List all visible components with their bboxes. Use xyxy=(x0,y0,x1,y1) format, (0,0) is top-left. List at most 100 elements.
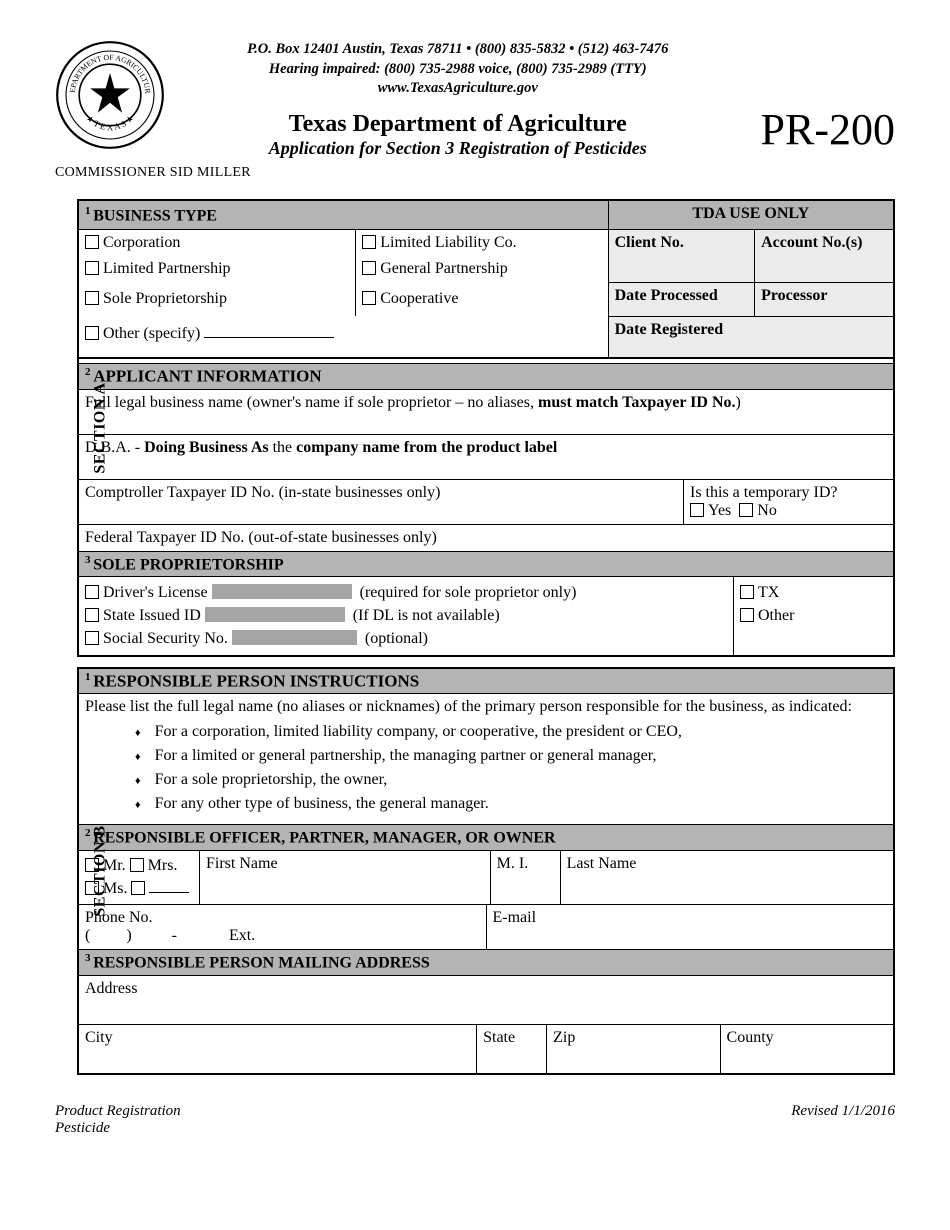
tda-date-processed: Date Processed xyxy=(615,287,718,304)
business-type-table: 1 BUSINESS TYPE TDA USE ONLY Corporation… xyxy=(79,201,893,358)
city-field[interactable]: City xyxy=(79,1025,476,1073)
instr-intro: Please list the full legal name (no alia… xyxy=(85,698,852,715)
checkbox-ssn[interactable] xyxy=(85,631,99,645)
section-b-label: SECTION B xyxy=(92,825,110,916)
city-label: City xyxy=(85,1029,113,1046)
phone-open: ( xyxy=(85,927,90,944)
sole-prop-header: 3 SOLE PROPRIETORSHIP xyxy=(79,552,893,577)
legal-name-pre: Full legal business name (owner's name i… xyxy=(85,394,538,411)
phone-close: ) xyxy=(126,927,131,944)
phone-dash: - xyxy=(172,927,177,944)
header-text-block: P.O. Box 12401 Austin, Texas 78711 • (80… xyxy=(185,40,731,159)
application-title: Application for Section 3 Registration o… xyxy=(185,138,731,159)
mail-header-text: RESPONSIBLE PERSON MAILING ADDRESS xyxy=(93,955,430,972)
last-name-field[interactable]: Last Name xyxy=(560,851,893,905)
contact-row: Phone No. ( ) - Ext. E-mail xyxy=(79,905,893,950)
section-a-label: SECTION A xyxy=(92,382,110,473)
email-field[interactable]: E-mail xyxy=(486,905,894,949)
dba-bold2: company name from the product label xyxy=(296,439,557,456)
bullet-2: For a limited or general partnership, th… xyxy=(135,744,887,768)
phone-field[interactable]: Phone No. ( ) - Ext. xyxy=(79,905,486,949)
contact-hearing: Hearing impaired: (800) 735-2988 voice, … xyxy=(185,60,731,80)
page: DEPARTMENT OF AGRICULTURE ★ T E X A S ★ … xyxy=(0,0,950,1167)
comptroller-field[interactable]: Comptroller Taxpayer ID No. (in-state bu… xyxy=(79,480,683,524)
footer-left-2: Pesticide xyxy=(55,1120,110,1136)
bullet-1: For a corporation, limited liability com… xyxy=(135,720,887,744)
commissioner-name: COMMISSIONER SID MILLER xyxy=(55,165,895,181)
checkbox-state-id[interactable] xyxy=(85,608,99,622)
checkbox-temp-no[interactable] xyxy=(739,503,753,517)
checkbox-dl[interactable] xyxy=(85,585,99,599)
state-id-note: (If DL is not available) xyxy=(353,607,500,624)
opt-sole: Sole Proprietorship xyxy=(103,290,227,307)
tda-account-nos: Account No.(s) xyxy=(761,234,862,251)
mi-field[interactable]: M. I. xyxy=(490,851,560,905)
county-field[interactable]: County xyxy=(720,1025,893,1073)
section-b-box: 1 RESPONSIBLE PERSON INSTRUCTIONS Please… xyxy=(77,667,895,1075)
checkbox-sole[interactable] xyxy=(85,291,99,305)
checkbox-other-state[interactable] xyxy=(740,608,754,622)
email-label: E-mail xyxy=(493,909,537,926)
ssn-label: Social Security No. xyxy=(103,630,228,647)
checkbox-gp[interactable] xyxy=(362,261,376,275)
opt-coop: Cooperative xyxy=(380,290,458,307)
applicant-info-header: 2 APPLICANT INFORMATION xyxy=(79,364,893,390)
address-field[interactable]: Address xyxy=(79,976,893,1025)
opt-corp: Corporation xyxy=(103,234,180,251)
sole-prop-row: Driver's License (required for sole prop… xyxy=(79,577,893,655)
first-name-field[interactable]: First Name xyxy=(199,851,490,905)
ssn-note: (optional) xyxy=(365,630,428,647)
checkbox-blank[interactable] xyxy=(131,881,145,895)
opt-lp: Limited Partnership xyxy=(103,260,231,277)
bullet-3: For a sole proprietorship, the owner, xyxy=(135,768,887,792)
checkbox-tx[interactable] xyxy=(740,585,754,599)
officer-header: 2 RESPONSIBLE OFFICER, PARTNER, MANAGER,… xyxy=(79,825,893,850)
checkbox-other[interactable] xyxy=(85,326,99,340)
county-label: County xyxy=(727,1029,774,1046)
legal-name-post: ) xyxy=(736,394,741,411)
opt-other: Other (specify) xyxy=(103,325,200,342)
legal-name-bold: must match Taxpayer ID No. xyxy=(538,394,736,411)
footnote-1: 1 xyxy=(85,205,93,217)
zip-field[interactable]: Zip xyxy=(546,1025,719,1073)
checkbox-llc[interactable] xyxy=(362,235,376,249)
checkbox-mrs[interactable] xyxy=(130,858,144,872)
ssn-redact xyxy=(232,630,357,645)
dba-field[interactable]: D.B.A. - Doing Business As the company n… xyxy=(79,435,893,480)
checkbox-coop[interactable] xyxy=(362,291,376,305)
legal-name-field[interactable]: Full legal business name (owner's name i… xyxy=(79,390,893,435)
dl-label: Driver's License xyxy=(103,584,208,601)
instr-bullets: For a corporation, limited liability com… xyxy=(135,720,887,816)
business-type-header: BUSINESS TYPE xyxy=(93,207,217,224)
last-name-label: Last Name xyxy=(567,855,637,872)
temp-id-question: Is this a temporary ID? xyxy=(690,484,838,501)
footer-right: Revised 1/1/2016 xyxy=(791,1103,895,1137)
section-b-wrap: SECTION B 1 RESPONSIBLE PERSON INSTRUCTI… xyxy=(55,667,895,1075)
federal-id-label: Federal Taxpayer ID No. (out-of-state bu… xyxy=(85,529,437,546)
page-footer: Product Registration Pesticide Revised 1… xyxy=(55,1103,895,1137)
salutation-other-input[interactable] xyxy=(149,877,189,893)
name-row: Mr. Mrs. Ms. First Name M. I. Last Name xyxy=(79,851,893,906)
dl-redact xyxy=(212,584,352,599)
tda-processor: Processor xyxy=(761,287,827,304)
mi-label: M. I. xyxy=(497,855,529,872)
state-field[interactable]: State xyxy=(476,1025,546,1073)
resp-instr-header: 1 RESPONSIBLE PERSON INSTRUCTIONS xyxy=(79,669,893,695)
other-state-label: Other xyxy=(758,607,794,624)
checkbox-temp-yes[interactable] xyxy=(690,503,704,517)
form-code: PR-200 xyxy=(761,104,895,155)
phone-ext: Ext. xyxy=(229,927,255,944)
city-row: City State Zip County xyxy=(79,1025,893,1073)
bullet-4: For any other type of business, the gene… xyxy=(135,792,887,816)
checkbox-lp[interactable] xyxy=(85,261,99,275)
checkbox-corporation[interactable] xyxy=(85,235,99,249)
resp-instr-body: Please list the full legal name (no alia… xyxy=(79,694,893,825)
temp-id-field: Is this a temporary ID? Yes No xyxy=(683,480,893,524)
temp-yes-label: Yes xyxy=(708,502,731,519)
mail-header: 3 RESPONSIBLE PERSON MAILING ADDRESS xyxy=(79,950,893,975)
agency-seal-icon: DEPARTMENT OF AGRICULTURE ★ T E X A S ★ xyxy=(55,40,165,150)
other-specify-input[interactable] xyxy=(204,322,334,338)
tx-label: TX xyxy=(758,584,779,601)
federal-id-field[interactable]: Federal Taxpayer ID No. (out-of-state bu… xyxy=(79,525,893,552)
temp-no-label: No xyxy=(757,502,777,519)
